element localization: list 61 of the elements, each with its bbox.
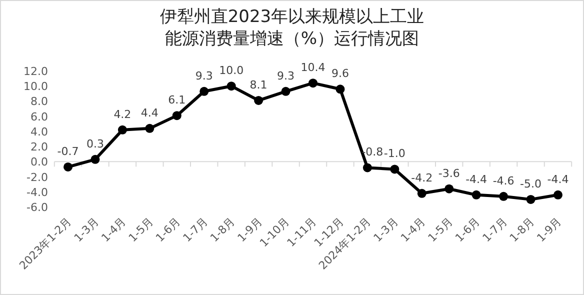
x-tick-label: 1-3月 xyxy=(72,214,102,245)
x-tick-label: 1-8月 xyxy=(208,214,238,245)
point xyxy=(254,96,264,105)
point xyxy=(145,124,154,133)
point xyxy=(118,125,127,134)
x-tick-label: 1-4月 xyxy=(98,214,129,245)
point xyxy=(281,86,290,96)
data-label: -4.4 xyxy=(466,172,488,186)
point xyxy=(362,163,372,172)
data-label: 4.2 xyxy=(114,108,132,121)
x-tick-label: 1-7月 xyxy=(480,214,510,245)
data-label: -5.0 xyxy=(520,177,542,190)
point xyxy=(417,188,426,198)
point xyxy=(336,84,345,94)
point xyxy=(308,78,318,88)
x-tick-label: 1-6月 xyxy=(153,214,184,245)
point xyxy=(90,154,100,164)
y-tick-label: -2.0 xyxy=(26,170,48,184)
data-label: -3.6 xyxy=(438,166,460,180)
data-label: -4.2 xyxy=(411,171,433,184)
y-tick-label: 2.0 xyxy=(30,140,48,154)
data-label: 4.4 xyxy=(140,106,158,120)
x-tick-label: 1-4月 xyxy=(398,214,428,245)
data-label: -4.4 xyxy=(547,172,569,186)
data-label: 9.6 xyxy=(331,67,349,80)
point xyxy=(172,111,182,120)
x-tick-label: 1-3月 xyxy=(371,214,401,245)
x-tick-label: 1-8月 xyxy=(507,214,537,245)
data-label: 6.1 xyxy=(168,94,186,107)
x-tick-label: 1-7月 xyxy=(180,214,210,245)
y-tick-label: 6.0 xyxy=(30,110,48,124)
point xyxy=(200,86,209,96)
y-tick-label: -4.0 xyxy=(26,186,48,199)
data-label: 10.4 xyxy=(300,61,326,74)
y-tick-label: 12.0 xyxy=(24,65,48,78)
x-tick-label: 1-5月 xyxy=(426,214,456,245)
point xyxy=(472,190,481,200)
data-label: 9.3 xyxy=(195,69,213,82)
y-tick-label: 0.0 xyxy=(30,156,48,169)
data-label: 8.1 xyxy=(250,78,268,92)
point xyxy=(390,164,400,174)
point xyxy=(526,194,536,204)
data-label: 0.3 xyxy=(86,137,104,150)
point xyxy=(226,82,236,91)
x-tick-label: 1-5月 xyxy=(126,214,156,245)
y-tick-label: -6.0 xyxy=(26,201,48,214)
x-tick-label: 1-6月 xyxy=(452,214,482,245)
y-tick-label: 4.0 xyxy=(30,125,48,138)
data-label: 10.0 xyxy=(219,64,244,78)
point xyxy=(64,162,73,172)
chart-title: 伊犁州直2023年以来规模以上工业能源消费量增速（%）运行情况图 xyxy=(158,6,426,50)
data-label: 9.3 xyxy=(277,69,295,82)
point xyxy=(499,192,508,201)
point xyxy=(444,184,454,194)
y-tick-label: 8.0 xyxy=(30,95,48,108)
y-tick-label: 10.0 xyxy=(24,80,48,94)
data-label: -4.6 xyxy=(492,174,514,188)
data-label: -1.0 xyxy=(384,147,406,160)
x-tick-label: 1-9月 xyxy=(534,214,564,245)
data-label: -0.7 xyxy=(57,144,79,158)
point xyxy=(553,190,562,200)
